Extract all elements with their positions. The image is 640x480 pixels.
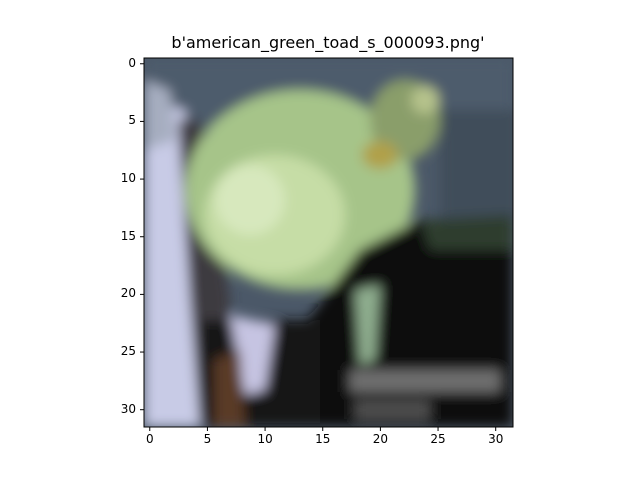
axis-ticks <box>140 63 497 431</box>
y-tick-label-0: 0 <box>128 55 136 70</box>
x-tick-label-20: 20 <box>372 432 389 446</box>
plot-title: b'american_green_toad_s_000093.png' <box>171 33 485 52</box>
y-tick-label-25: 25 <box>120 344 136 359</box>
y-tick-label-5: 5 <box>128 113 136 128</box>
x-tick-label-0: 0 <box>145 432 154 446</box>
image-pixels <box>144 58 513 427</box>
x-tick-label-15: 15 <box>315 432 331 446</box>
y-tick-label-15: 15 <box>120 228 136 243</box>
y-tick-label-30: 30 <box>120 401 136 416</box>
x-tick-label-10: 10 <box>257 432 273 446</box>
x-tick-label-30: 30 <box>488 432 504 446</box>
x-tick-label-25: 25 <box>430 432 446 446</box>
x-tick-label-5: 5 <box>203 432 212 446</box>
y-tick-label-20: 20 <box>120 286 136 301</box>
axes-frame <box>143 57 514 428</box>
y-tick-label-10: 10 <box>120 171 136 186</box>
